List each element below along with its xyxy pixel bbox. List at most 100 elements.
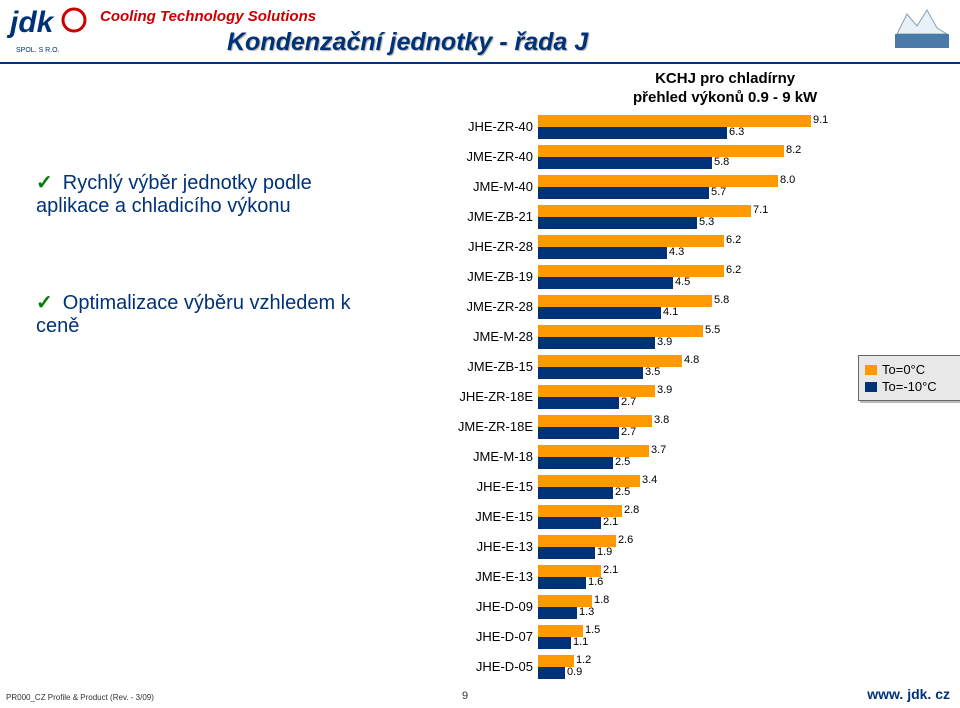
- bar-to0: 5.8: [538, 295, 712, 307]
- bar-value: 4.1: [663, 306, 678, 318]
- bar-value: 6.3: [729, 126, 744, 138]
- power-chart: JHE-ZR-409.16.3JME-ZR-408.25.8JME-M-408.…: [378, 112, 848, 672]
- bar-value: 2.7: [621, 396, 636, 408]
- chart-row: JHE-D-051.20.9: [378, 652, 848, 682]
- logo-text: jdk: [6, 6, 55, 39]
- chart-row: JHE-ZR-286.24.3: [378, 232, 848, 262]
- bullet-2-text: Optimalizace výběru vzhledem k ceně: [36, 292, 351, 337]
- chart-row: JHE-ZR-409.16.3: [378, 112, 848, 142]
- legend-label-to0: To=0°C: [882, 362, 925, 377]
- bar-to0: 8.2: [538, 145, 784, 157]
- bar-value: 8.2: [786, 144, 801, 156]
- chart-row: JHE-ZR-18E3.92.7: [378, 382, 848, 412]
- y-axis-label: JME-ZR-18E: [378, 419, 533, 434]
- chart-legend: To=0°C To=-10°C: [858, 355, 960, 401]
- bar-value: 2.8: [624, 504, 639, 516]
- chart-title-line1: KCHJ pro chladírny: [655, 70, 795, 87]
- bar-value: 2.6: [618, 534, 633, 546]
- bar-value: 1.6: [588, 576, 603, 588]
- bar-to0: 6.2: [538, 235, 724, 247]
- bar-value: 2.1: [603, 564, 618, 576]
- bar-tom10: 3.9: [538, 337, 655, 349]
- iceberg-icon: [892, 4, 952, 54]
- y-axis-label: JME-E-15: [378, 509, 533, 524]
- bar-tom10: 3.5: [538, 367, 643, 379]
- bar-tom10: 2.5: [538, 487, 613, 499]
- y-axis-label: JME-ZB-15: [378, 359, 533, 374]
- chart-row: JME-E-132.11.6: [378, 562, 848, 592]
- y-axis-label: JME-ZR-28: [378, 299, 533, 314]
- chart-row: JME-ZB-15 4.83.5: [378, 352, 848, 382]
- y-axis-label: JME-M-28: [378, 329, 533, 344]
- check-icon: ✓: [36, 172, 53, 194]
- chart-row: JME-ZR-408.25.8: [378, 142, 848, 172]
- bullet-1-text: Rychlý výběr jednotky podle aplikace a c…: [36, 172, 312, 217]
- bar-value: 1.2: [576, 654, 591, 666]
- y-axis-label: JHE-ZR-18E: [378, 389, 533, 404]
- bar-tom10: 1.6: [538, 577, 586, 589]
- bar-tom10: 4.1: [538, 307, 661, 319]
- chart-row: JHE-D-091.81.3: [378, 592, 848, 622]
- chart-row: JME-ZR-18E3.82.7: [378, 412, 848, 442]
- bar-tom10: 4.5: [538, 277, 673, 289]
- bar-to0: 4.8: [538, 355, 682, 367]
- chart-title-line2: přehled výkonů 0.9 - 9 kW: [633, 89, 817, 106]
- bar-value: 9.1: [813, 114, 828, 126]
- bar-value: 2.1: [603, 516, 618, 528]
- bar-value: 3.9: [657, 384, 672, 396]
- bullet-1: ✓Rychlý výběr jednotky podle aplikace a …: [36, 170, 356, 218]
- bar-value: 1.5: [585, 624, 600, 636]
- bar-value: 4.5: [675, 276, 690, 288]
- header-rule: [0, 62, 960, 64]
- legend-swatch-tom10: [865, 382, 877, 392]
- bar-tom10: 4.3: [538, 247, 667, 259]
- bar-value: 3.7: [651, 444, 666, 456]
- bar-tom10: 2.5: [538, 457, 613, 469]
- chart-row: JME-ZR-28 5.84.1: [378, 292, 848, 322]
- legend-item: To=-10°C: [865, 379, 957, 394]
- bar-tom10: 1.3: [538, 607, 577, 619]
- bar-value: 7.1: [753, 204, 768, 216]
- bar-value: 1.1: [573, 636, 588, 648]
- bar-value: 0.9: [567, 666, 582, 678]
- company-logo: jdk SPOL. S R.O.: [6, 4, 96, 58]
- bar-tom10: 0.9: [538, 667, 565, 679]
- chart-row: JME-M-183.72.5: [378, 442, 848, 472]
- y-axis-label: JME-ZB-21: [378, 209, 533, 224]
- bar-value: 6.2: [726, 234, 741, 246]
- y-axis-label: JME-M-18: [378, 449, 533, 464]
- bar-value: 2.5: [615, 456, 630, 468]
- legend-label-tom10: To=-10°C: [882, 379, 937, 394]
- bar-tom10: 2.7: [538, 427, 619, 439]
- chart-title: KCHJ pro chladírny přehled výkonů 0.9 - …: [633, 70, 817, 108]
- bar-to0: 7.1: [538, 205, 751, 217]
- bar-value: 1.3: [579, 606, 594, 618]
- bar-value: 2.5: [615, 486, 630, 498]
- logo-subtext: SPOL. S R.O.: [16, 47, 60, 54]
- bar-tom10: 6.3: [538, 127, 727, 139]
- bar-to0: 3.9: [538, 385, 655, 397]
- bar-tom10: 1.1: [538, 637, 571, 649]
- bar-value: 3.4: [642, 474, 657, 486]
- chart-row: JME-ZB-217.15.3: [378, 202, 848, 232]
- header-subtitle: Cooling Technology Solutions: [100, 8, 316, 25]
- y-axis-label: JHE-D-09: [378, 599, 533, 614]
- bar-value: 2.7: [621, 426, 636, 438]
- footer-page-number: 9: [462, 690, 468, 702]
- chart-row: JME-M-285.53.9: [378, 322, 848, 352]
- y-axis-label: JME-M-40: [378, 179, 533, 194]
- bar-value: 1.9: [597, 546, 612, 558]
- y-axis-label: JHE-D-07: [378, 629, 533, 644]
- bar-value: 5.5: [705, 324, 720, 336]
- bar-tom10: 5.3: [538, 217, 697, 229]
- y-axis-label: JME-ZB-19: [378, 269, 533, 284]
- legend-item: To=0°C: [865, 362, 957, 377]
- chart-row: JME-E-15 2.8 2.1: [378, 502, 848, 532]
- bar-to0: 5.5: [538, 325, 703, 337]
- y-axis-label: JHE-E-15: [378, 479, 533, 494]
- bar-value: 3.5: [645, 366, 660, 378]
- chart-row: JME-ZB-196.24.5: [378, 262, 848, 292]
- bar-to0: 3.7: [538, 445, 649, 457]
- bar-value: 1.8: [594, 594, 609, 606]
- chart-row: JME-M-408.05.7: [378, 172, 848, 202]
